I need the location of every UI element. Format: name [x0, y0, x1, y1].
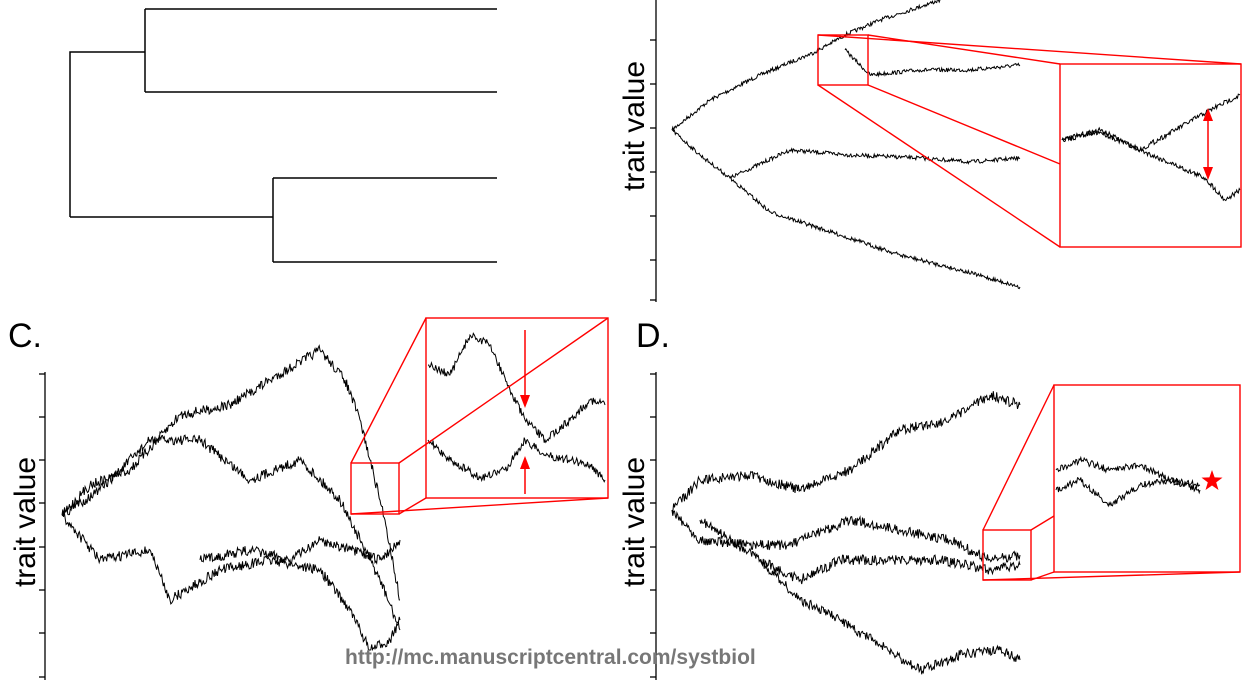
- trace-b-4: [729, 175, 1021, 290]
- zoom-insets: [350, 34, 1242, 581]
- trace-d-inset-2: [1055, 476, 1201, 508]
- trace-b-2: [844, 47, 1021, 78]
- double-arrow-icon: [1203, 108, 1213, 180]
- y-axis-label-c: trait value: [9, 456, 42, 588]
- watermark-url: http://mc.manuscriptcentral.com/systbiol: [345, 646, 756, 669]
- y-axis-label-b: trait value: [618, 60, 651, 192]
- trace-c-4: [199, 536, 401, 565]
- zoom-box-b: [817, 34, 869, 86]
- trace-b-inset-1: [1061, 93, 1241, 153]
- phylogenetic-tree: [69, 8, 497, 263]
- trace-c-2: [61, 434, 401, 631]
- trace-b-3: [671, 129, 1021, 179]
- zoom-box-c: [350, 462, 400, 515]
- trace-b-1: [671, 0, 941, 133]
- trace-d-4: [759, 558, 1021, 675]
- arrow-up-icon: [520, 456, 530, 494]
- arrows: [520, 108, 1213, 494]
- trace-c-inset-2: [427, 437, 606, 483]
- zoom-box-d: [982, 529, 1032, 581]
- inset-box-c: [425, 317, 609, 499]
- arrow-down-icon: [520, 330, 530, 408]
- axis-panel-c: [39, 372, 46, 680]
- panel-label-d: D.: [636, 317, 670, 355]
- trace-d-1: [671, 391, 1021, 513]
- trace-c-inset-1: [427, 332, 606, 444]
- star-icon: [1201, 470, 1223, 490]
- trace-d-3: [699, 518, 1021, 585]
- axis-panel-b: [650, 0, 657, 302]
- trace-c-1: [61, 344, 401, 601]
- trace-d-2: [671, 509, 1021, 563]
- trace-d-inset-1: [1055, 455, 1201, 495]
- axis-panel-d: [650, 372, 657, 680]
- inset-box-d: [1053, 384, 1241, 573]
- trait-trajectories: [61, 0, 1241, 675]
- y-axis-label-d: trait value: [618, 456, 651, 588]
- trace-b-inset-2: [1061, 129, 1241, 202]
- panel-label-c: C.: [8, 317, 42, 355]
- tree-branch-root-upper: [69, 51, 145, 217]
- trace-c-3: [61, 510, 401, 652]
- inset-box-b: [1059, 63, 1242, 248]
